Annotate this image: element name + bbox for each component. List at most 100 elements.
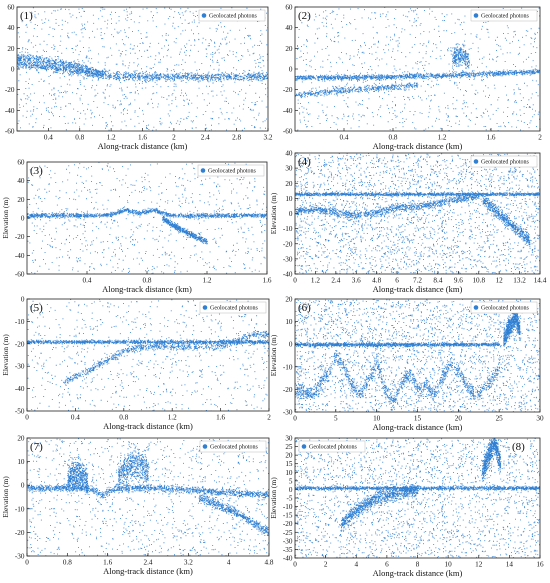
x-tick-label: 0.8	[119, 414, 128, 422]
y-tick-label: -10	[283, 503, 293, 511]
x-axis-label: Along-track distance (km)	[103, 421, 193, 431]
y-tick-label: -50	[15, 408, 25, 416]
x-tick-label: 12	[475, 561, 483, 569]
y-tick-label: 20	[285, 296, 293, 304]
y-tick-label: -40	[5, 107, 15, 115]
legend: Geolocated photons	[470, 155, 538, 168]
x-tick-label: 10	[445, 561, 453, 569]
legend-marker	[473, 159, 479, 164]
y-tick-label: -20	[15, 340, 25, 348]
y-tick-label: 15	[285, 460, 293, 468]
x-axis-label: Along-track distance (km)	[98, 141, 188, 151]
photon-points	[27, 299, 269, 411]
legend-label: Geolocated photons	[481, 306, 529, 312]
panel-label: (7)	[30, 441, 43, 453]
legend-label: Geolocated photons	[481, 14, 529, 20]
legend-label: Geolocated photons	[210, 445, 258, 451]
legend-label: Geolocated photons	[309, 445, 357, 451]
y-tick-label: -30	[15, 553, 25, 561]
y-tick-label: -10	[15, 505, 25, 513]
y-tick-label: 40	[17, 177, 25, 185]
y-tick-label: -20	[15, 529, 25, 537]
photon-points	[17, 7, 268, 131]
x-tick-label: 10	[373, 415, 381, 423]
x-tick-label: 0.4	[83, 277, 92, 285]
x-tick-label: 2	[538, 134, 542, 142]
legend: Geolocated photons	[198, 9, 266, 22]
photon-points	[295, 299, 540, 412]
x-tick-label: 0.8	[63, 559, 72, 567]
x-tick-label: 14	[506, 561, 514, 569]
x-tick-label: 0	[25, 414, 29, 422]
y-tick-label: 40	[285, 150, 293, 158]
panel-label: (2)	[298, 10, 311, 22]
photon-points	[295, 7, 540, 131]
y-tick-label: -35	[283, 546, 293, 554]
y-tick-label: 25	[285, 443, 293, 451]
x-tick-label: 2	[172, 134, 176, 142]
y-tick-label: -30	[15, 363, 25, 371]
y-tick-label: -10	[283, 225, 293, 233]
x-tick-label: 6	[395, 277, 399, 285]
x-tick-label: 20	[455, 415, 463, 423]
x-tick-label: 8.4	[433, 277, 442, 285]
panel-1: 0.4 0.8 1.2 1.6 2 2.4 2.8 3.2 60 40 20 0 -20 -40 -60 Al…	[5, 4, 273, 152]
x-tick-label: 4	[227, 559, 231, 567]
y-tick-label: 10	[285, 318, 293, 326]
x-tick-label: 0.8	[389, 134, 398, 142]
y-tick-label: -15	[283, 512, 293, 520]
x-tick-label: 9.6	[454, 277, 463, 285]
legend: Geolocated photons	[199, 301, 267, 314]
y-tick-label: -40	[283, 107, 293, 115]
legend: Geolocated photons	[199, 440, 267, 453]
x-tick-label: 0.4	[71, 414, 80, 422]
x-tick-label: 1.6	[216, 414, 225, 422]
legend-marker	[202, 305, 208, 310]
y-tick-label: 20	[7, 45, 15, 53]
y-axis-label: Elevation (m)	[1, 476, 10, 518]
y-tick-label: -10	[15, 318, 25, 326]
x-axis-label: Along-track distance (km)	[373, 141, 463, 151]
legend-label: Geolocated photons	[481, 160, 529, 166]
y-axis-label: Elevation (m)	[269, 334, 278, 376]
x-tick-label: 14.4	[534, 277, 547, 285]
photon-points	[27, 438, 269, 556]
legend-label: Geolocated photons	[210, 306, 258, 312]
x-tick-label: 0.8	[143, 277, 152, 285]
x-axis-label: Along-track distance (km)	[103, 566, 193, 576]
x-tick-label: 3.2	[264, 134, 273, 142]
y-tick-label: -25	[283, 529, 293, 537]
y-tick-label: 10	[285, 469, 293, 477]
x-tick-label: 1.6	[138, 134, 147, 142]
legend-label: Geolocated photons	[208, 169, 256, 175]
x-tick-label: 1.2	[107, 134, 116, 142]
x-tick-label: 0	[25, 559, 29, 567]
x-tick-label: 4.8	[265, 559, 274, 567]
x-tick-label: 0	[293, 277, 297, 285]
y-axis-label: Elevation (m)	[269, 192, 278, 234]
x-tick-label: 3.2	[184, 559, 193, 567]
y-axis-label: Elevation (m)	[1, 334, 10, 376]
panel-6: 0 5 10 15 20 25 30 20 10 0 -10 -20 -30 Along-track di…	[269, 296, 544, 433]
y-tick-label: -40	[283, 271, 293, 279]
y-tick-label: 5	[289, 477, 293, 485]
x-tick-label: 4.8	[372, 277, 381, 285]
y-tick-label: 30	[285, 165, 293, 173]
y-tick-label: -20	[5, 86, 15, 94]
y-tick-label: 0	[21, 215, 25, 223]
y-tick-label: -30	[283, 409, 293, 417]
y-tick-label: 10	[285, 195, 293, 203]
legend-label: Geolocated photons	[209, 14, 257, 20]
y-tick-label: 40	[285, 24, 293, 32]
x-tick-label: 25	[496, 415, 504, 423]
x-tick-label: 0.8	[75, 134, 84, 142]
legend-marker	[202, 444, 208, 449]
y-tick-label: 20	[285, 452, 293, 460]
plot-frame	[294, 437, 541, 559]
panel-3: 0.4 0.8 1.2 1.6 60 40 20 0 -20 -40 -60 Along-track …	[1, 159, 272, 295]
x-tick-label: 4	[354, 561, 358, 569]
plot-frame	[26, 298, 270, 412]
plot-frame	[26, 437, 270, 557]
y-tick-label: 0	[289, 341, 293, 349]
y-tick-label: 0	[289, 486, 293, 494]
